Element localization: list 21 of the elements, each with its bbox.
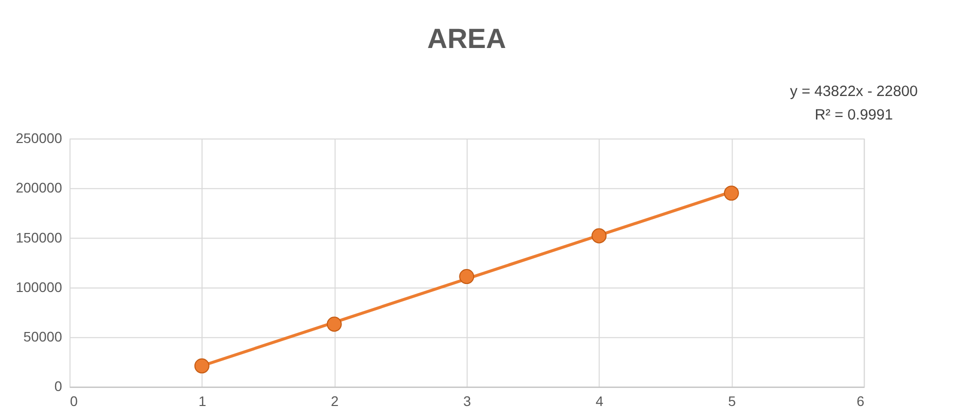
y-tick-label: 50000 (23, 328, 62, 345)
x-tick-label: 2 (330, 393, 339, 410)
x-tick-label: 1 (198, 393, 207, 410)
point (592, 228, 607, 244)
point (724, 186, 739, 201)
text: R² = 0.9991 (814, 108, 893, 124)
y-tick-label: 100000 (16, 278, 62, 295)
x-tick-label: 3 (463, 393, 472, 410)
x-tick-label: 4 (596, 393, 604, 410)
point (326, 316, 342, 332)
point (459, 269, 474, 284)
x-tick-label: 0 (70, 393, 78, 410)
text: y = 43822x - 22800 (790, 84, 918, 100)
y-tick-label: 150000 (16, 229, 62, 246)
y-tick-label: 250000 (16, 130, 62, 146)
y-tick-label: 0 (54, 378, 62, 394)
x-tick-label: 6 (856, 393, 865, 410)
point (194, 358, 210, 374)
y-tick-label: 200000 (16, 180, 62, 196)
chart-title: AREA (427, 23, 506, 54)
x-tick-label: 5 (728, 393, 736, 410)
